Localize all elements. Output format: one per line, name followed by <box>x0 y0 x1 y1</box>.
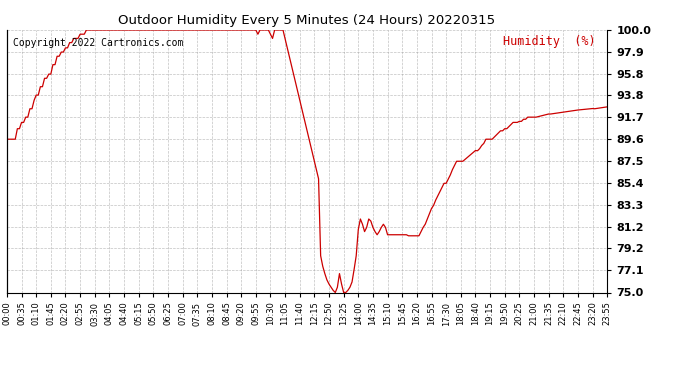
Title: Outdoor Humidity Every 5 Minutes (24 Hours) 20220315: Outdoor Humidity Every 5 Minutes (24 Hou… <box>119 15 495 27</box>
Text: Copyright 2022 Cartronics.com: Copyright 2022 Cartronics.com <box>13 38 184 48</box>
Text: Humidity  (%): Humidity (%) <box>502 35 595 48</box>
